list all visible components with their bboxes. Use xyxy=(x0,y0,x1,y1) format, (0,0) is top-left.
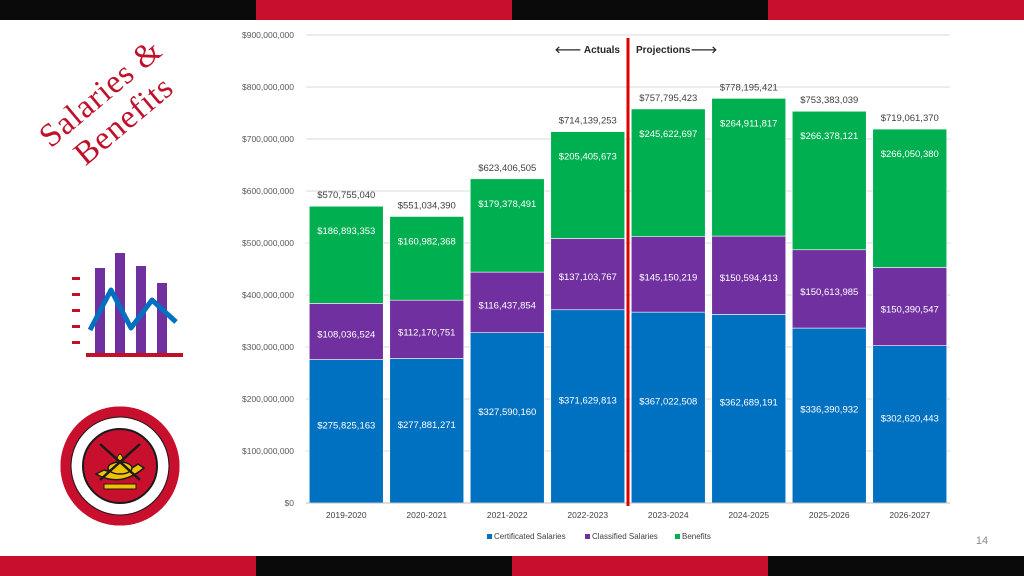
top-stripe-segment xyxy=(768,0,1024,20)
y-tick-label: $200,000,000 xyxy=(242,394,294,404)
actuals-label: 🡐 Actuals xyxy=(555,45,621,56)
data-label: $112,170,751 xyxy=(398,327,455,338)
bar-segment xyxy=(469,178,545,273)
data-label: $137,103,767 xyxy=(559,272,617,283)
bottom-stripe-segment xyxy=(512,556,768,576)
bar-segment xyxy=(791,327,867,504)
bar-segment xyxy=(711,235,787,315)
data-label: $145,150,219 xyxy=(639,272,697,283)
bar-segment xyxy=(469,271,545,333)
top-stripe-segment xyxy=(0,0,256,20)
legend-swatch xyxy=(585,534,590,539)
bottom-stripe-segment xyxy=(256,556,512,576)
y-tick-label: $0 xyxy=(285,498,295,508)
data-label: $275,825,163 xyxy=(317,420,375,431)
bar-segment xyxy=(630,311,706,504)
y-tick-label: $600,000,000 xyxy=(242,186,294,196)
bar-segment xyxy=(389,216,465,301)
bar-segment xyxy=(308,303,384,360)
data-label: $150,613,985 xyxy=(800,287,858,298)
x-tick-label: 2019-2020 xyxy=(326,510,367,520)
total-label: $714,139,253 xyxy=(559,116,617,127)
data-label: $266,050,380 xyxy=(881,149,939,160)
top-stripe xyxy=(0,0,1024,20)
bottom-stripe-segment xyxy=(0,556,256,576)
total-label: $551,034,390 xyxy=(398,200,456,211)
data-label: $327,590,160 xyxy=(478,407,536,418)
legend-label: Classified Salaries xyxy=(592,532,658,541)
data-label: $362,689,191 xyxy=(720,398,778,409)
x-tick-label: 2021-2022 xyxy=(487,510,528,520)
top-stripe-segment xyxy=(256,0,512,20)
bar-segment xyxy=(791,249,867,329)
bar-segment xyxy=(711,98,787,237)
legend-label: Certificated Salaries xyxy=(494,532,566,541)
data-label: $150,390,547 xyxy=(881,305,939,316)
data-label: $336,390,932 xyxy=(800,405,858,416)
y-tick-label: $500,000,000 xyxy=(242,238,294,248)
total-label: $753,383,039 xyxy=(800,95,858,106)
total-label: $778,195,421 xyxy=(720,82,778,93)
data-label: $150,594,413 xyxy=(720,273,778,284)
data-label: $264,911,817 xyxy=(720,118,777,129)
total-label: $719,061,370 xyxy=(881,113,939,124)
data-label: $116,437,854 xyxy=(479,300,536,311)
bar-segment xyxy=(550,309,626,504)
data-label: $371,629,813 xyxy=(559,395,617,406)
bar-segment xyxy=(550,131,626,239)
bottom-stripe xyxy=(0,556,1024,576)
y-tick-label: $300,000,000 xyxy=(242,342,294,352)
y-tick-label: $400,000,000 xyxy=(242,290,294,300)
total-label: $623,406,505 xyxy=(478,163,536,174)
salaries-benefits-chart: $0 $100,000,000 $200,000,000 $300,000,000 $4… xyxy=(242,30,950,541)
legend-swatch xyxy=(675,534,680,539)
x-tick-label: 2023-2024 xyxy=(648,510,689,520)
x-tick-label: 2025-2026 xyxy=(809,510,850,520)
data-label: $108,036,524 xyxy=(317,329,375,340)
data-label: $160,982,368 xyxy=(398,236,456,247)
bar-segment xyxy=(469,332,545,504)
x-tick-label: 2026-2027 xyxy=(889,510,930,520)
bar-segment xyxy=(872,267,948,346)
x-tick-label: 2024-2025 xyxy=(728,510,769,520)
bar-segment xyxy=(308,205,384,304)
data-label: $186,893,353 xyxy=(317,226,375,237)
data-label: $367,022,508 xyxy=(639,397,697,408)
projections-label: Projections🡒 xyxy=(636,45,717,56)
top-stripe-segment xyxy=(512,0,768,20)
y-tick-label: $900,000,000 xyxy=(242,30,294,40)
bar-chart-icon xyxy=(72,253,183,357)
district-seal-logo xyxy=(60,406,180,526)
y-tick-label: $700,000,000 xyxy=(242,134,294,144)
data-label: $277,881,271 xyxy=(398,420,456,431)
bar-segment xyxy=(872,128,948,268)
bar-segment xyxy=(791,110,867,251)
bar-segment xyxy=(389,358,465,504)
total-label: $757,795,423 xyxy=(639,93,697,104)
x-tick-label: 2020-2021 xyxy=(406,510,447,520)
bar-segment xyxy=(872,345,948,504)
data-label: $266,378,121 xyxy=(800,131,858,142)
bar-segment xyxy=(630,236,706,313)
bar-segment xyxy=(630,108,706,237)
y-tick-label: $800,000,000 xyxy=(242,82,294,92)
bar-segment xyxy=(389,299,465,359)
legend-swatch xyxy=(487,534,492,539)
total-label: $570,755,040 xyxy=(317,190,375,201)
page-number: 14 xyxy=(975,535,989,547)
x-tick-label: 2022-2023 xyxy=(567,510,608,520)
bottom-stripe-segment xyxy=(768,556,1024,576)
data-label: $302,620,443 xyxy=(881,413,939,424)
data-label: $245,622,697 xyxy=(639,129,697,140)
data-label: $179,378,491 xyxy=(478,199,536,210)
data-label: $205,405,673 xyxy=(559,152,617,163)
legend-label: Benefits xyxy=(682,532,711,541)
bar-segment xyxy=(550,238,626,311)
y-tick-label: $100,000,000 xyxy=(242,446,294,456)
